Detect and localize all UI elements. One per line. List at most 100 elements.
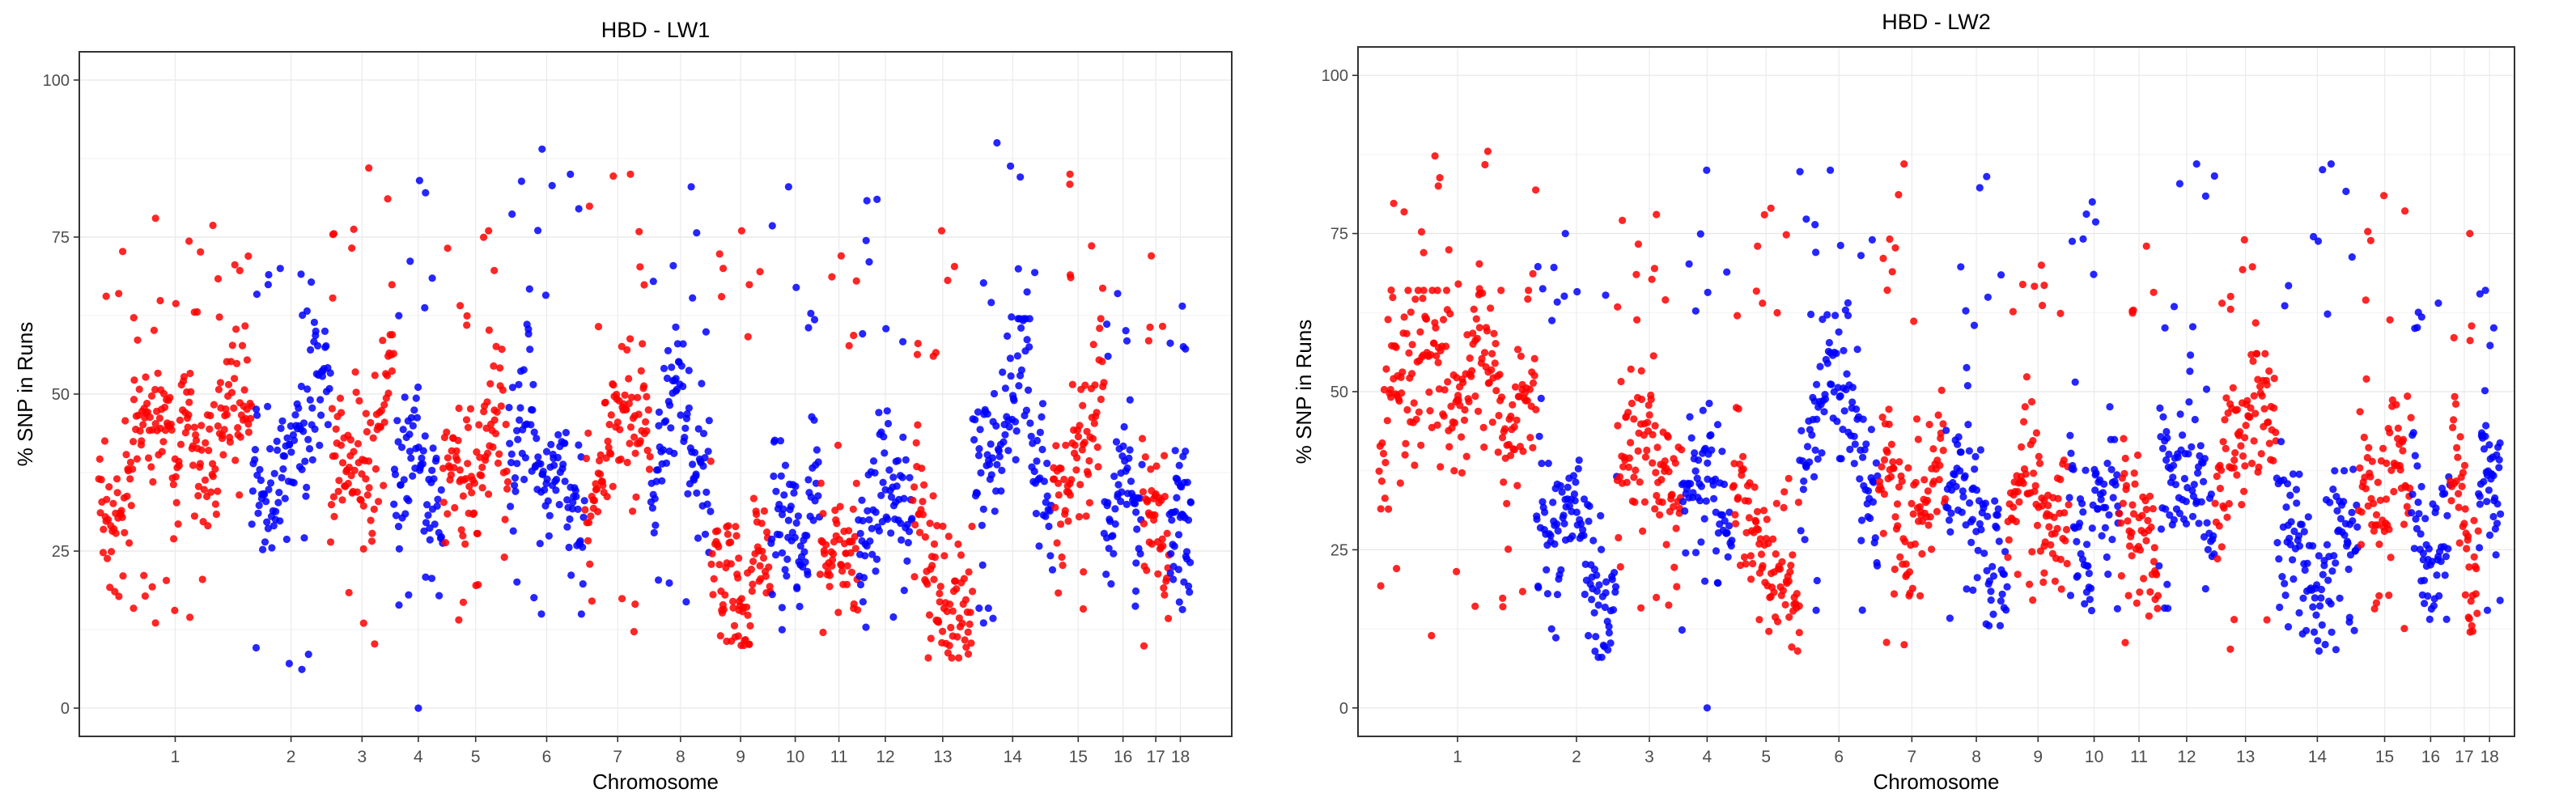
snp-point — [1023, 336, 1031, 344]
snp-point — [285, 659, 293, 668]
snp-point — [581, 506, 589, 514]
snp-point — [2029, 596, 2037, 604]
snp-point — [1163, 529, 1171, 537]
snp-point — [999, 438, 1008, 446]
snp-point — [2414, 308, 2422, 316]
snp-point — [887, 529, 895, 537]
snp-point — [365, 457, 373, 465]
snp-point — [2241, 462, 2249, 470]
snp-point — [1518, 587, 1526, 596]
snp-point — [677, 411, 685, 419]
snp-point — [2188, 486, 2196, 494]
snp-point — [783, 555, 791, 563]
snp-point — [214, 487, 222, 495]
snp-point — [478, 463, 486, 472]
snp-point — [298, 665, 306, 673]
snp-point — [709, 591, 717, 599]
snp-point — [585, 519, 593, 527]
snp-point — [231, 456, 240, 464]
snp-point — [2057, 585, 2065, 593]
snp-point — [1910, 317, 1918, 325]
snp-point — [2394, 424, 2402, 432]
snp-point — [1785, 613, 1793, 621]
snp-point — [1174, 531, 1183, 539]
snp-point — [1718, 511, 1726, 520]
snp-point — [2270, 375, 2278, 383]
snp-point — [643, 392, 651, 401]
snp-point — [1701, 577, 1709, 585]
snp-point — [2133, 451, 2142, 460]
snp-point — [1382, 365, 1390, 373]
snp-point — [2249, 357, 2257, 365]
snp-point — [652, 477, 660, 486]
snp-point — [525, 285, 533, 293]
snp-point — [1507, 452, 1515, 460]
snp-point — [2156, 404, 2164, 412]
snp-point — [910, 573, 919, 581]
y-tick-label: 50 — [1330, 384, 1348, 401]
snp-point — [859, 598, 867, 606]
snp-point — [2324, 576, 2332, 584]
snp-point — [1691, 549, 1700, 557]
snp-point — [1871, 534, 1879, 542]
snp-point — [2480, 445, 2489, 453]
snp-point — [2443, 511, 2451, 520]
snp-point — [1159, 542, 1167, 550]
snp-point — [1132, 559, 1140, 567]
snp-point — [1182, 345, 1190, 353]
snp-point — [732, 523, 740, 531]
snp-point — [2159, 413, 2167, 421]
snp-point — [882, 324, 890, 333]
snp-point — [1058, 553, 1066, 562]
snp-point — [456, 466, 464, 474]
snp-point — [735, 606, 743, 614]
snp-point — [698, 380, 706, 388]
snp-point — [1773, 308, 1781, 317]
snp-point — [984, 604, 992, 613]
snp-point — [1178, 605, 1186, 613]
snp-point — [1608, 575, 1616, 583]
snp-point — [298, 465, 306, 473]
snp-point — [1461, 405, 1469, 414]
snp-point — [1017, 366, 1025, 374]
snp-point — [990, 389, 999, 398]
snp-point — [161, 403, 169, 411]
snp-point — [371, 464, 380, 473]
snp-point — [1553, 520, 1561, 528]
snp-point — [2295, 542, 2304, 550]
snp-point — [2171, 481, 2179, 489]
snp-point — [1731, 511, 1739, 519]
snp-point — [1526, 434, 1534, 442]
snp-point — [1624, 409, 1632, 417]
snp-point — [1396, 479, 1404, 487]
snp-point — [2149, 558, 2158, 566]
snp-point — [2014, 570, 2022, 579]
snp-point — [2196, 442, 2205, 450]
snp-point — [756, 268, 764, 276]
snp-point — [1976, 446, 1984, 454]
snp-point — [1785, 577, 1793, 585]
chromosome-7-points — [581, 170, 654, 636]
snp-point — [2493, 520, 2502, 528]
snp-point — [792, 283, 800, 291]
snp-point — [770, 436, 779, 444]
snp-point — [1436, 174, 1444, 182]
snp-point — [216, 379, 224, 387]
snp-point — [2097, 495, 2105, 503]
snp-point — [2372, 599, 2380, 607]
snp-point — [777, 472, 785, 480]
snp-point — [660, 364, 668, 372]
snp-point — [2450, 416, 2458, 424]
snp-point — [1772, 550, 1780, 558]
snp-point — [1678, 446, 1686, 454]
snp-point — [1946, 528, 1954, 536]
snp-point — [1640, 498, 1649, 507]
snp-point — [2056, 309, 2065, 317]
snp-point — [138, 437, 146, 445]
snp-point — [1836, 241, 1844, 249]
snp-point — [2220, 504, 2228, 512]
snp-point — [1433, 286, 1441, 295]
snp-point — [1939, 447, 1947, 455]
snp-point — [2449, 423, 2457, 432]
snp-point — [1107, 580, 1115, 588]
